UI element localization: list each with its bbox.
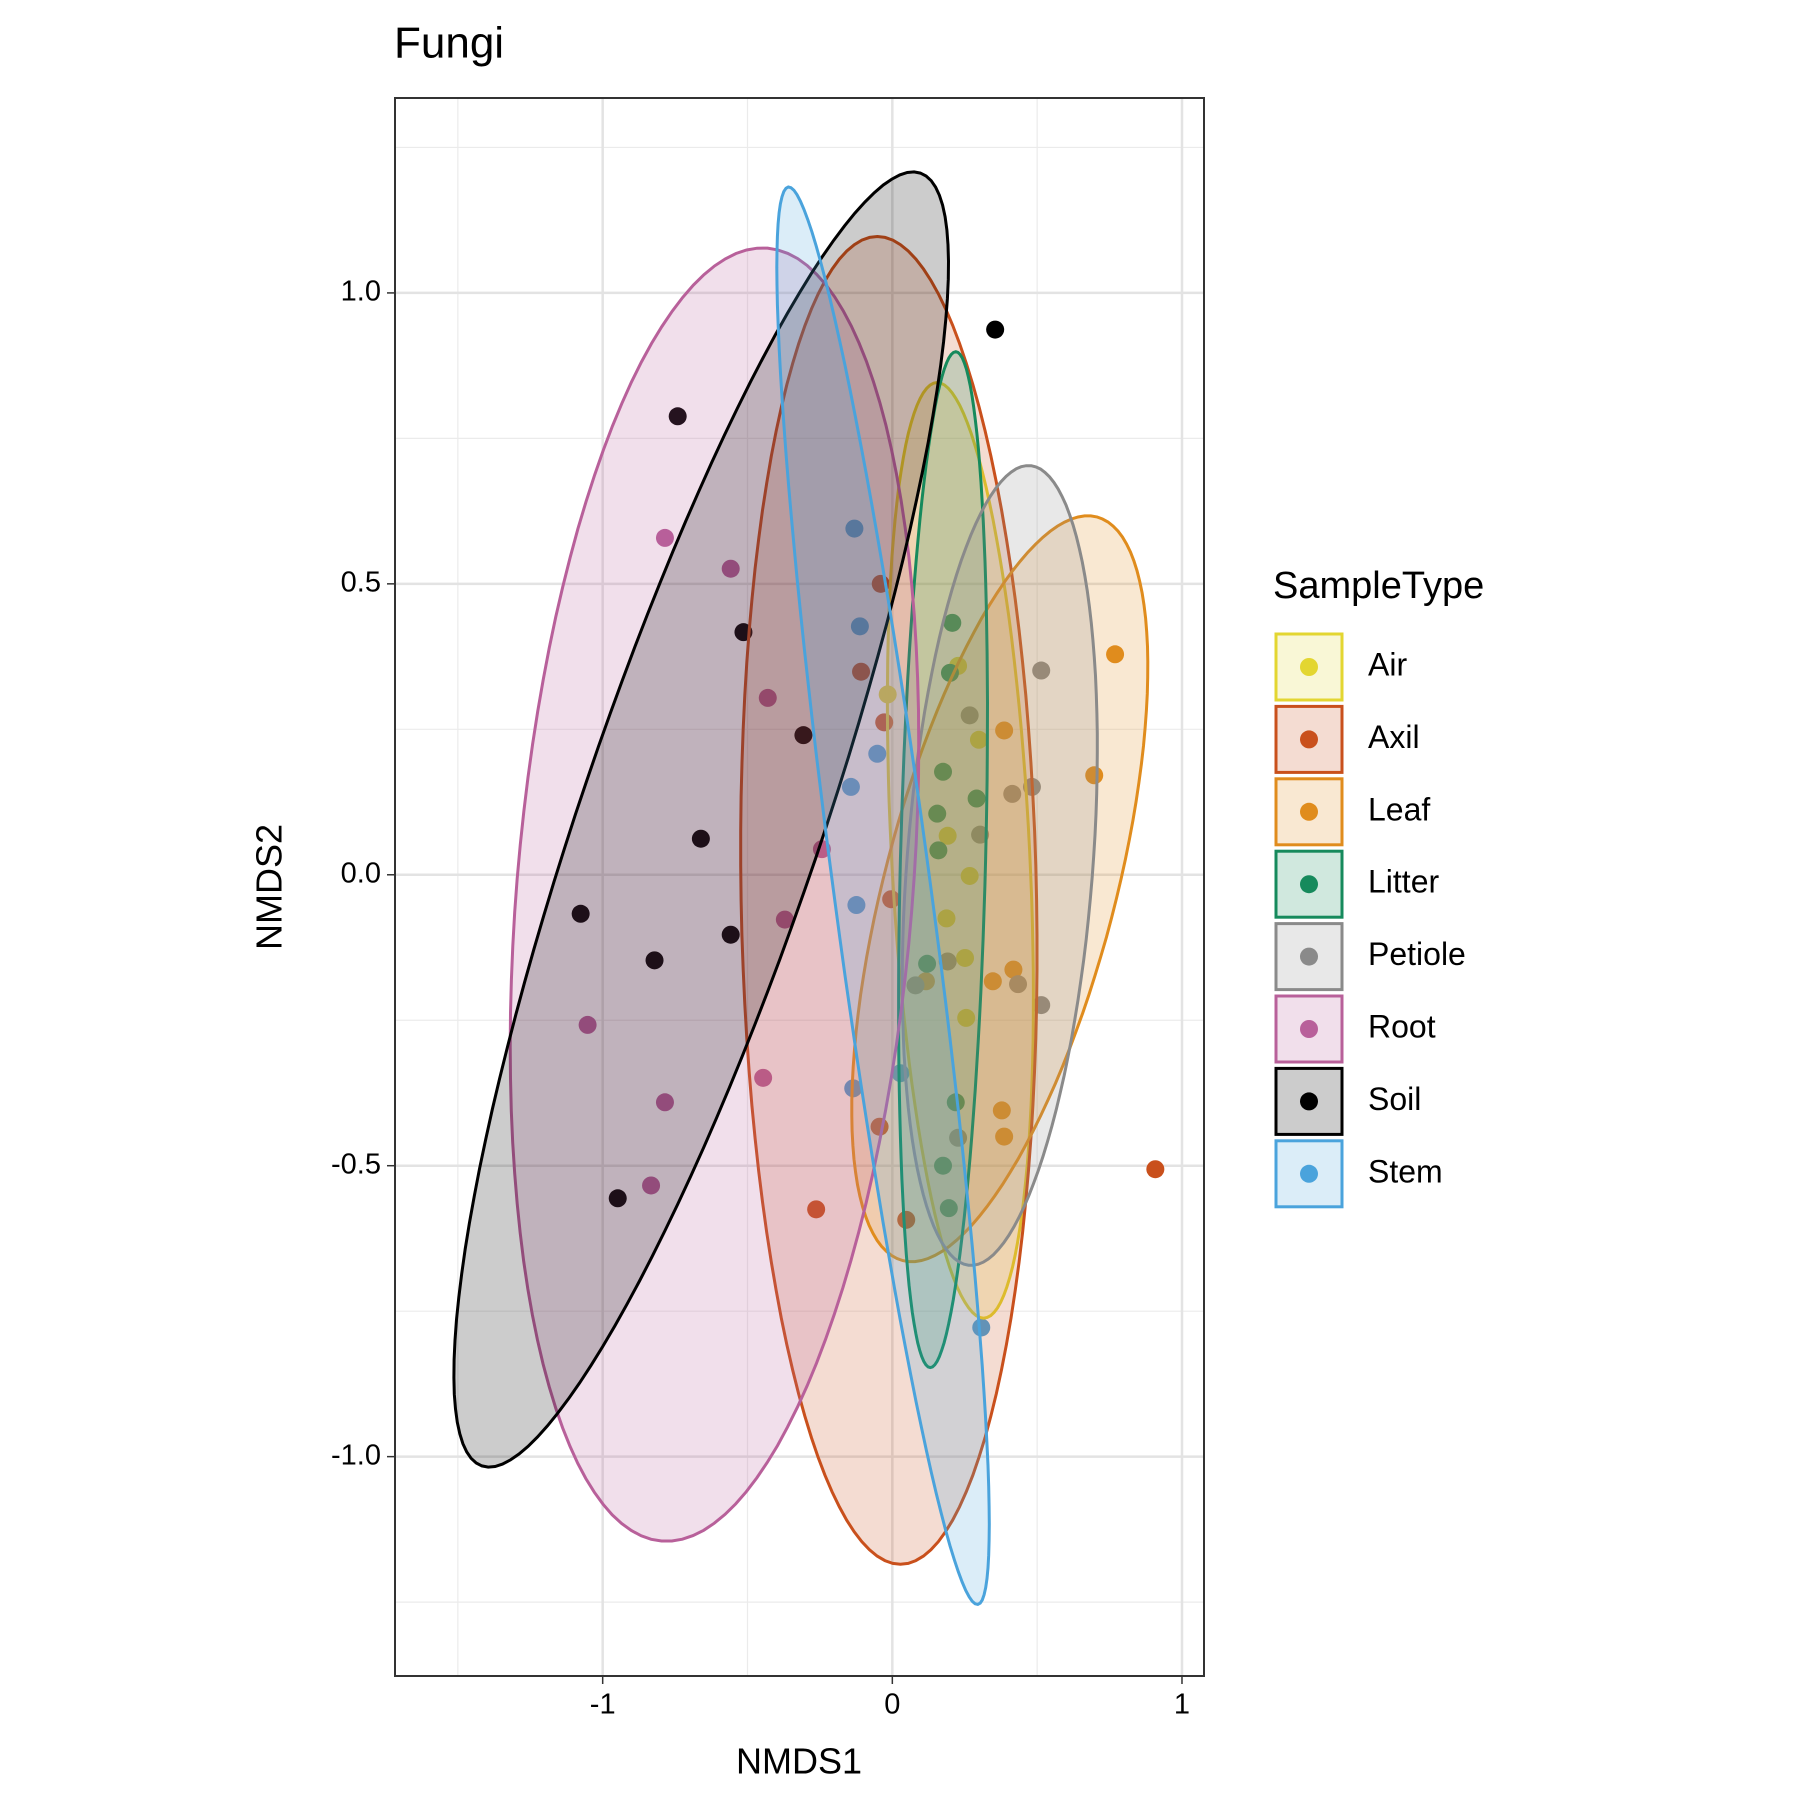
legend-dot xyxy=(1300,730,1318,749)
point xyxy=(571,904,590,923)
point xyxy=(960,866,979,885)
point xyxy=(983,972,1002,991)
legend-label: Stem xyxy=(1368,1153,1443,1189)
legend-label: Litter xyxy=(1368,864,1439,900)
point xyxy=(969,730,988,749)
point xyxy=(1003,784,1022,803)
point xyxy=(929,841,948,860)
point xyxy=(995,721,1014,740)
x-tick-label: 0 xyxy=(884,1689,900,1721)
y-tick-label: -1.0 xyxy=(331,1439,381,1471)
y-tick-label: 1.0 xyxy=(341,276,381,308)
point xyxy=(943,613,962,632)
point xyxy=(721,559,740,578)
point xyxy=(986,320,1005,339)
point xyxy=(721,925,740,944)
point xyxy=(918,954,937,973)
ellipse xyxy=(850,514,1150,1264)
point xyxy=(578,1015,597,1034)
point xyxy=(754,1068,773,1087)
point xyxy=(850,617,869,636)
legend-dot xyxy=(1300,802,1318,821)
point xyxy=(691,829,710,848)
point xyxy=(967,789,986,808)
point xyxy=(608,1189,627,1208)
point xyxy=(758,688,777,707)
point xyxy=(807,1200,826,1219)
point xyxy=(934,762,953,781)
legend-label: Root xyxy=(1368,1008,1436,1044)
point xyxy=(655,1093,674,1112)
point xyxy=(1106,645,1125,664)
legend-label: Air xyxy=(1368,646,1407,682)
y-tick-label: -0.5 xyxy=(331,1148,381,1180)
legend-label: Axil xyxy=(1368,719,1420,755)
point xyxy=(934,1156,953,1175)
point xyxy=(655,528,674,547)
point xyxy=(928,804,947,823)
point xyxy=(642,1176,661,1195)
point xyxy=(946,1093,965,1112)
point xyxy=(1004,960,1023,979)
point xyxy=(775,910,794,929)
point xyxy=(995,1127,1014,1146)
legend-label: Soil xyxy=(1368,1081,1421,1117)
point xyxy=(841,777,860,796)
point xyxy=(939,1199,958,1218)
legend-dot xyxy=(1300,1164,1318,1183)
point xyxy=(937,909,956,928)
legend-label: Leaf xyxy=(1368,791,1430,827)
point xyxy=(852,662,871,681)
point xyxy=(906,976,925,995)
point xyxy=(992,1101,1011,1120)
point xyxy=(960,706,979,725)
x-axis-title: NMDS1 xyxy=(736,1741,862,1782)
legend-dot xyxy=(1300,947,1318,966)
legend-dot xyxy=(1300,875,1318,894)
ellipse xyxy=(508,246,921,1543)
point xyxy=(938,826,957,845)
point xyxy=(938,952,957,971)
y-tick-label: 0.0 xyxy=(341,857,381,889)
point xyxy=(645,951,664,970)
point xyxy=(845,519,864,538)
point xyxy=(957,1008,976,1027)
y-tick-label: 0.5 xyxy=(341,567,381,599)
legend-dot xyxy=(1300,1020,1318,1038)
point xyxy=(1146,1160,1165,1179)
legend-key xyxy=(1274,632,1344,702)
ellipse xyxy=(775,185,991,1606)
x-tick-label: 1 xyxy=(1174,1689,1190,1721)
ellipse xyxy=(900,464,1099,1267)
point xyxy=(794,726,813,745)
y-axis-title: NMDS2 xyxy=(249,824,290,950)
panel-border xyxy=(394,97,1205,1677)
point xyxy=(847,896,866,915)
legend-title: SampleType xyxy=(1273,565,1484,607)
ellipse xyxy=(452,170,951,1469)
point xyxy=(972,1318,991,1337)
point xyxy=(956,948,975,967)
chart-title: Fungi xyxy=(394,19,504,68)
point xyxy=(868,744,887,763)
x-tick-label: -1 xyxy=(590,1689,616,1721)
point xyxy=(1085,766,1104,785)
point xyxy=(1009,975,1028,994)
point xyxy=(1032,661,1051,680)
legend-key xyxy=(1274,994,1344,1064)
legend-dot xyxy=(1300,1092,1318,1111)
legend-dot xyxy=(1300,658,1318,676)
legend-label: Petiole xyxy=(1368,936,1466,972)
point xyxy=(897,1210,916,1229)
point xyxy=(668,407,687,426)
